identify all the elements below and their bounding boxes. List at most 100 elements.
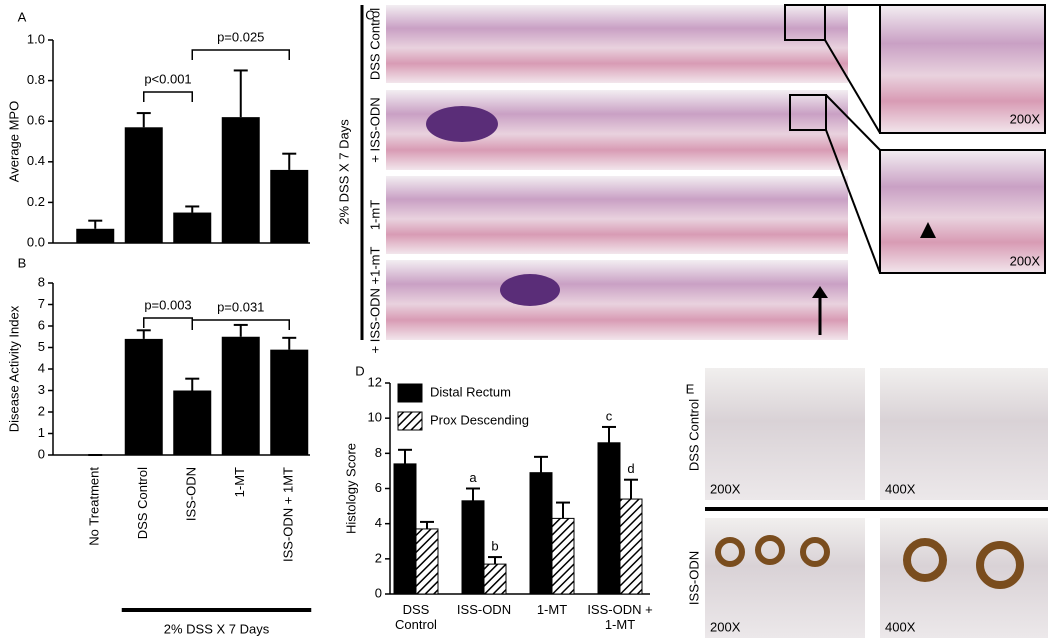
lymphoid-follicle — [426, 106, 498, 142]
p-value: p=0.003 — [144, 297, 191, 312]
p-value: p=0.025 — [217, 29, 264, 44]
magnification: 200X — [1010, 253, 1041, 268]
y-tick-label: 2 — [38, 403, 45, 418]
p-value: p<0.001 — [144, 71, 191, 86]
x-tick-label: DSS Control — [395, 602, 437, 632]
y-tick-label: 0.0 — [27, 234, 45, 249]
bar — [529, 472, 553, 595]
row-label: DSS Control — [686, 399, 701, 471]
stained-crypt — [903, 538, 947, 582]
bar — [597, 442, 621, 595]
panel-label: A — [18, 9, 27, 24]
panel-label: B — [18, 255, 27, 270]
y-axis-label: Disease Activity Index — [6, 305, 21, 432]
y-tick-label: 3 — [38, 382, 45, 397]
y-tick-label: 0.6 — [27, 113, 45, 128]
bar — [270, 169, 309, 243]
row-label: DSS Control — [367, 8, 382, 80]
y-tick-label: 7 — [38, 296, 45, 311]
arrowhead — [920, 222, 936, 238]
arrowhead — [812, 286, 828, 298]
significance-letter: a — [469, 470, 477, 485]
bar — [270, 349, 309, 455]
significance-letter: c — [606, 408, 613, 423]
y-tick-label: 4 — [375, 515, 382, 530]
bar — [173, 390, 212, 455]
zoom-box — [784, 4, 826, 41]
significance-bracket — [191, 49, 290, 60]
x-tick-label: ISS-ODN — [456, 602, 512, 617]
x-tick-label: No Treatment — [87, 467, 102, 546]
ihc-image — [705, 368, 865, 500]
x-tick-label: ISS-ODN + 1-MT — [587, 602, 653, 632]
bar — [124, 127, 163, 243]
stained-crypt — [715, 537, 745, 567]
y-tick-label: 0.8 — [27, 72, 45, 87]
y-tick-label: 6 — [375, 480, 382, 495]
row-label: 1-mT — [367, 200, 382, 230]
zoom-connector — [825, 129, 881, 274]
magnification: 400X — [885, 481, 916, 496]
legend-label: Prox Descending — [430, 412, 529, 427]
y-tick-label: 0.4 — [27, 153, 45, 168]
inset-image — [879, 149, 1046, 274]
p-value: p=0.031 — [217, 299, 264, 314]
y-tick-label: 6 — [38, 317, 45, 332]
y-tick-label: 1.0 — [27, 31, 45, 46]
y-tick-label: 4 — [38, 360, 45, 375]
bar — [483, 563, 507, 595]
magnification: 200X — [1010, 111, 1041, 126]
magnification: 400X — [885, 619, 916, 634]
bar — [461, 500, 485, 595]
row-label: + ISS-ODN +1-mT — [367, 246, 382, 353]
bar — [415, 528, 439, 595]
bar — [124, 338, 163, 455]
bar — [551, 517, 575, 595]
y-axis-label: Histology Score — [343, 443, 358, 534]
ihc-image — [880, 368, 1048, 500]
legend-swatch — [397, 383, 423, 403]
y-tick-label: 1 — [38, 425, 45, 440]
magnification: 200X — [710, 619, 741, 634]
bar — [393, 463, 417, 595]
y-tick-label: 8 — [375, 445, 382, 460]
y-tick-label: 0 — [375, 585, 382, 600]
zoom-connector — [824, 39, 881, 134]
histology-image — [386, 260, 848, 340]
y-tick-label: 0 — [38, 446, 45, 461]
row-label: + ISS-ODN — [367, 97, 382, 162]
stained-crypt — [800, 537, 830, 567]
legend-label: Distal Rectum — [430, 384, 511, 399]
panel-label: D — [355, 363, 364, 378]
x-tick-label: 1-MT — [232, 467, 247, 497]
condition-label: 2% DSS X 7 Days — [336, 119, 351, 225]
x-tick-label: ISS-ODN + 1MT — [281, 467, 296, 562]
stained-crypt — [755, 535, 785, 565]
panel-label: C — [365, 7, 374, 22]
y-tick-label: 10 — [368, 410, 382, 425]
bar — [221, 336, 260, 455]
x-tick-label: 1-MT — [536, 602, 568, 617]
zoom-connector — [825, 94, 881, 151]
row-label: ISS-ODN — [686, 551, 701, 605]
bar — [76, 228, 115, 243]
bar — [221, 117, 260, 243]
y-tick-label: 0.2 — [27, 194, 45, 209]
histology-image — [386, 5, 848, 83]
footer-label: 2% DSS X 7 Days — [164, 621, 270, 636]
y-tick-label: 5 — [38, 339, 45, 354]
inset-image — [879, 4, 1046, 134]
significance-bracket — [143, 91, 193, 102]
histology-image — [386, 176, 848, 254]
y-axis-label: Average MPO — [6, 101, 21, 182]
significance-bracket — [143, 317, 193, 328]
x-tick-label: DSS Control — [135, 467, 150, 539]
zoom-box — [789, 94, 827, 131]
y-tick-label: 12 — [368, 374, 382, 389]
lymphoid-follicle — [500, 274, 560, 306]
bar — [173, 212, 212, 243]
significance-letter: b — [491, 539, 498, 554]
x-tick-label: ISS-ODN — [184, 467, 199, 521]
